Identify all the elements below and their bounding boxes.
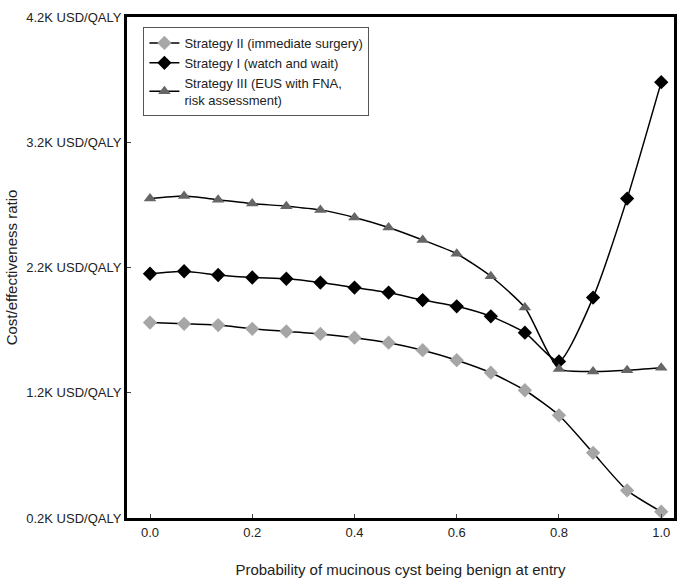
svg-text:3.2K USD/QALY: 3.2K USD/QALY [26,135,121,150]
svg-text:4.2K USD/QALY: 4.2K USD/QALY [26,10,121,25]
svg-text:Strategy I (watch and wait): Strategy I (watch and wait) [184,56,338,71]
svg-text:0.2K USD/QALY: 0.2K USD/QALY [26,511,121,526]
svg-text:0.8: 0.8 [550,525,568,540]
svg-text:0.4: 0.4 [345,525,363,540]
svg-text:1.2K USD/QALY: 1.2K USD/QALY [26,385,121,400]
svg-text:Strategy III (EUS with FNA,ris: Strategy III (EUS with FNA,risk assessme… [184,76,342,108]
svg-text:Probability of mucinous cyst b: Probability of mucinous cyst being benig… [235,561,566,578]
svg-text:0.2: 0.2 [243,525,261,540]
svg-text:2.2K USD/QALY: 2.2K USD/QALY [26,260,121,275]
svg-text:1.0: 1.0 [652,525,670,540]
svg-text:Strategy II (immediate surgery: Strategy II (immediate surgery) [184,36,362,51]
svg-text:0.0: 0.0 [141,525,159,540]
svg-text:Cost/effectiveness ratio: Cost/effectiveness ratio [3,190,20,346]
svg-text:0.6: 0.6 [448,525,466,540]
